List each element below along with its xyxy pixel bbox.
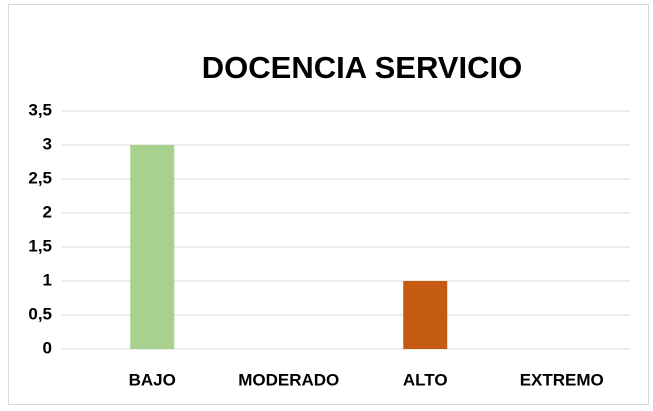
- x-tick-label: ALTO: [403, 370, 448, 389]
- y-tick-label: 2: [43, 202, 52, 221]
- y-tick-label: 3,5: [28, 100, 52, 119]
- y-tick-label: 1: [43, 270, 52, 289]
- chart-title: DOCENCIA SERVICIO: [202, 50, 522, 85]
- y-tick-label: 0: [43, 338, 52, 357]
- x-tick-label: BAJO: [129, 370, 176, 389]
- y-tick-label: 3: [43, 134, 52, 153]
- bar: [403, 281, 448, 349]
- y-tick-label: 2,5: [28, 168, 52, 187]
- y-tick-label: 1,5: [28, 236, 52, 255]
- chart-frame: [8, 4, 649, 405]
- y-tick-label: 0,5: [28, 304, 52, 323]
- x-tick-label: EXTREMO: [520, 370, 604, 389]
- x-tick-label: MODERADO: [238, 370, 339, 389]
- bar: [130, 145, 175, 349]
